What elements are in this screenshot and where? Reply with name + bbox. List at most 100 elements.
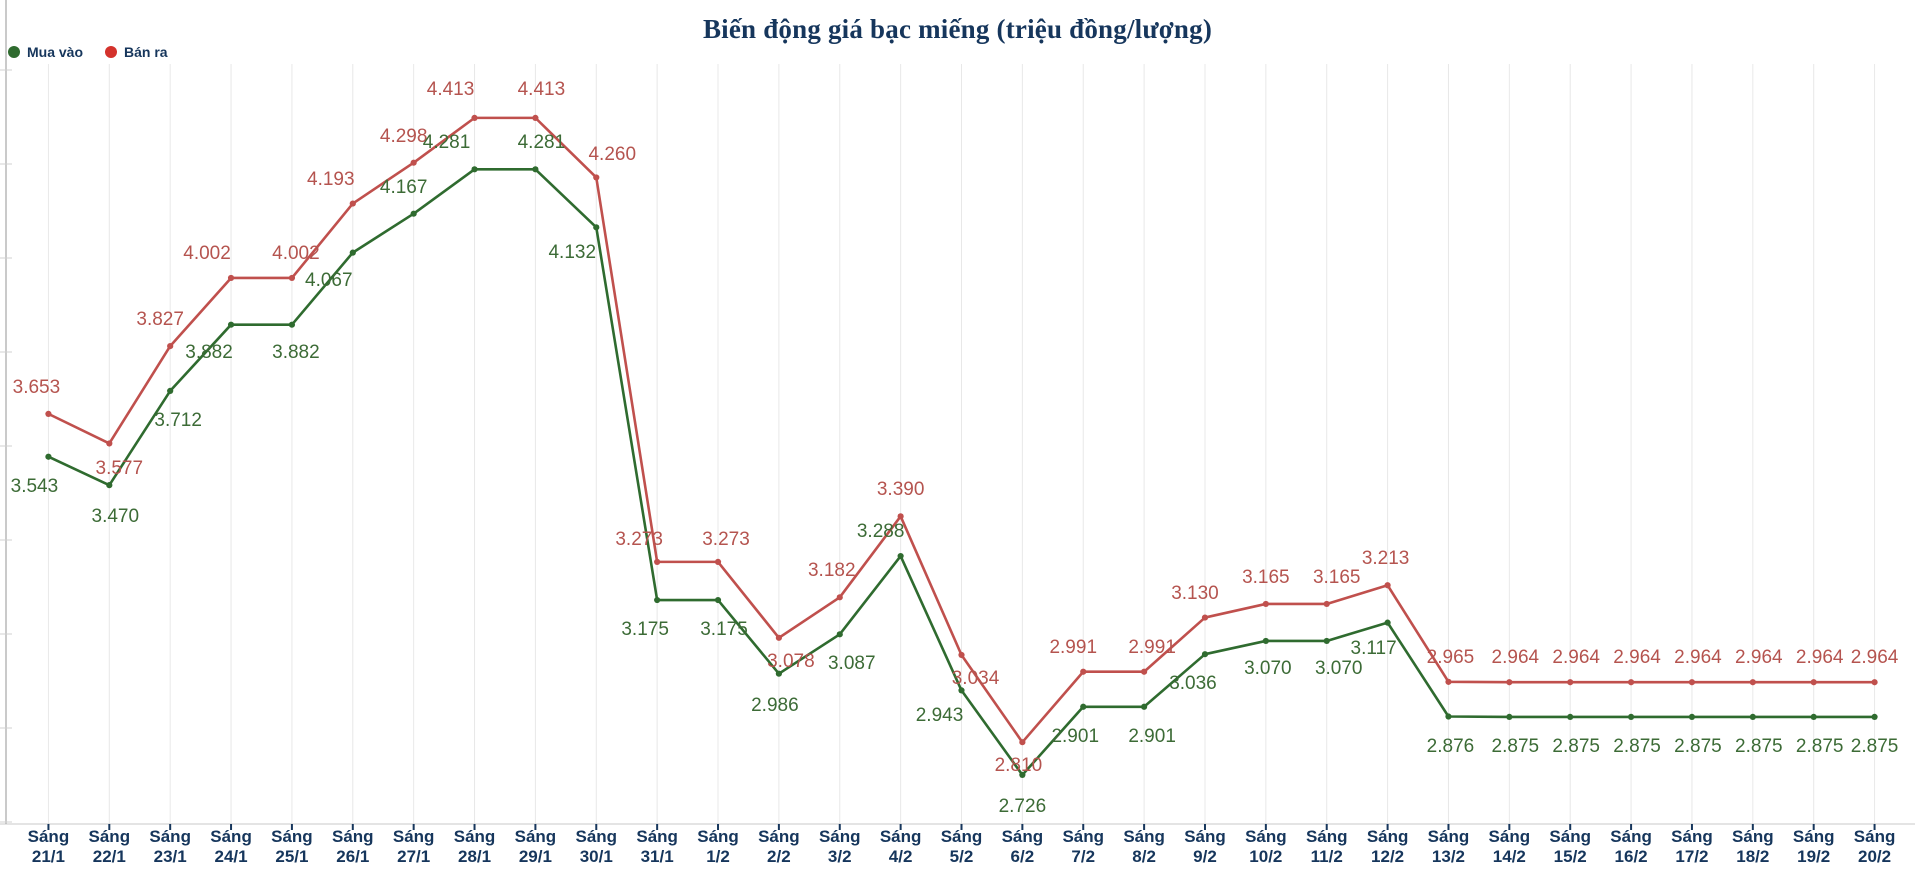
x-axis-tick-label: Sáng 31/1 bbox=[636, 827, 678, 866]
data-point-marker[interactable] bbox=[1810, 679, 1817, 686]
data-point-marker[interactable] bbox=[1384, 619, 1391, 626]
data-point-marker[interactable] bbox=[167, 387, 174, 395]
data-point-marker[interactable] bbox=[1445, 713, 1452, 720]
data-point-marker[interactable] bbox=[1262, 600, 1269, 608]
x-axis-tick-label: Sáng 22/1 bbox=[88, 827, 131, 866]
data-point-marker[interactable] bbox=[288, 274, 296, 282]
gridlines bbox=[47, 64, 1876, 824]
data-point-marker[interactable] bbox=[1262, 637, 1269, 645]
x-axis-tick-label: Sáng 16/2 bbox=[1610, 827, 1652, 866]
series-markers-ban-ra bbox=[45, 114, 1878, 746]
x-axis-tick-label: Sáng 8/2 bbox=[1123, 827, 1165, 866]
data-point-marker[interactable] bbox=[897, 513, 904, 520]
x-axis-tick-label: Sáng 2/2 bbox=[758, 827, 800, 866]
data-point-marker[interactable] bbox=[227, 274, 235, 282]
data-point-marker[interactable] bbox=[897, 552, 904, 560]
series-markers-mua-vao bbox=[45, 166, 1878, 779]
x-axis-tick-label: Sáng 12/2 bbox=[1366, 827, 1409, 866]
data-point-marker[interactable] bbox=[1749, 679, 1756, 686]
data-point-marker[interactable] bbox=[1627, 713, 1635, 720]
data-point-marker[interactable] bbox=[45, 453, 52, 460]
data-point-marker[interactable] bbox=[714, 558, 722, 565]
x-axis-tick-label: Sáng 5/2 bbox=[940, 827, 983, 866]
data-point-marker[interactable] bbox=[1445, 678, 1452, 685]
x-axis-tick-label: Sáng 30/1 bbox=[575, 827, 618, 866]
data-point-marker[interactable] bbox=[1080, 668, 1087, 675]
data-point-marker[interactable] bbox=[775, 670, 782, 677]
data-point-marker[interactable] bbox=[593, 174, 600, 181]
legend-label-ban-ra: Bán ra bbox=[124, 44, 168, 60]
x-axis-tick-label: Sáng 21/1 bbox=[27, 827, 70, 866]
data-point-marker[interactable] bbox=[410, 210, 417, 217]
data-point-marker[interactable] bbox=[1384, 582, 1391, 589]
data-point-marker[interactable] bbox=[1019, 739, 1026, 746]
data-point-marker[interactable] bbox=[106, 440, 113, 447]
data-point-marker[interactable] bbox=[714, 596, 722, 604]
x-axis-tick-label: Sáng 20/2 bbox=[1853, 827, 1896, 866]
data-point-marker[interactable] bbox=[1506, 679, 1513, 686]
x-axis-tick-label: Sáng 15/2 bbox=[1549, 827, 1591, 866]
x-axis-tick-label: Sáng 17/2 bbox=[1671, 827, 1713, 866]
data-point-marker[interactable] bbox=[1810, 713, 1817, 720]
data-point-marker[interactable] bbox=[227, 321, 235, 328]
data-point-marker[interactable] bbox=[471, 114, 478, 121]
data-point-marker[interactable] bbox=[836, 594, 843, 601]
axis-ticks bbox=[47, 824, 1876, 830]
x-axis-tick-label: Sáng 28/1 bbox=[453, 827, 496, 866]
data-point-marker[interactable] bbox=[958, 687, 965, 694]
data-point-marker[interactable] bbox=[1323, 600, 1330, 608]
data-point-marker[interactable] bbox=[775, 634, 782, 641]
data-point-marker[interactable] bbox=[1141, 703, 1148, 710]
x-axis-tick-label: Sáng 25/1 bbox=[271, 827, 313, 866]
data-point-marker[interactable] bbox=[1201, 614, 1209, 621]
data-point-marker[interactable] bbox=[1506, 713, 1513, 720]
data-point-marker[interactable] bbox=[106, 482, 113, 489]
data-point-marker[interactable] bbox=[45, 410, 52, 417]
x-axis-tick-label: Sáng 18/2 bbox=[1732, 827, 1774, 866]
x-axis-tick-label: Sáng 3/2 bbox=[818, 827, 861, 866]
data-point-marker[interactable] bbox=[1688, 679, 1696, 686]
data-point-marker[interactable] bbox=[1201, 651, 1209, 658]
x-axis-tick-label: Sáng 23/1 bbox=[149, 827, 191, 866]
data-point-marker[interactable] bbox=[836, 631, 843, 638]
axis-line bbox=[0, 0, 1915, 825]
data-point-marker[interactable] bbox=[1627, 679, 1635, 686]
chart-title: Biến động giá bạc miếng (triệu đồng/lượn… bbox=[702, 14, 1213, 44]
x-axis-tick-label: Sáng 14/2 bbox=[1488, 827, 1531, 866]
legend-item-ban-ra[interactable]: Bán ra bbox=[105, 44, 168, 60]
x-axis-tick-label: Sáng 24/1 bbox=[210, 827, 252, 866]
data-point-marker[interactable] bbox=[1019, 771, 1026, 779]
chart-legend: Mua vào Bán ra bbox=[8, 44, 168, 60]
data-point-marker[interactable] bbox=[471, 166, 478, 173]
data-point-marker[interactable] bbox=[654, 596, 661, 604]
data-point-marker[interactable] bbox=[532, 166, 539, 173]
data-point-marker[interactable] bbox=[1749, 713, 1756, 720]
data-point-marker[interactable] bbox=[1871, 679, 1878, 686]
data-point-marker[interactable] bbox=[349, 249, 356, 256]
data-point-marker[interactable] bbox=[1567, 679, 1574, 686]
data-point-marker[interactable] bbox=[532, 114, 539, 121]
circle-marker-icon-buy bbox=[8, 46, 20, 58]
data-point-marker[interactable] bbox=[1567, 713, 1574, 720]
x-axis-tick-label: Sáng 27/1 bbox=[392, 827, 435, 866]
data-point-marker[interactable] bbox=[593, 224, 600, 231]
data-point-marker[interactable] bbox=[1080, 703, 1087, 710]
data-point-marker[interactable] bbox=[349, 200, 356, 207]
data-point-marker[interactable] bbox=[1871, 713, 1878, 720]
data-point-marker[interactable] bbox=[167, 343, 174, 350]
data-point-marker[interactable] bbox=[654, 558, 661, 565]
data-point-marker[interactable] bbox=[410, 159, 417, 166]
x-axis-tick-label: Sáng 7/2 bbox=[1062, 827, 1105, 866]
legend-label-mua-vao: Mua vào bbox=[27, 44, 84, 60]
legend-item-mua-vao[interactable]: Mua vào bbox=[8, 44, 83, 60]
x-axis-tick-label: Sáng 6/2 bbox=[1001, 827, 1044, 866]
data-point-marker[interactable] bbox=[288, 321, 296, 328]
data-point-marker[interactable] bbox=[1688, 713, 1696, 720]
x-axis-tick-label: Sáng 19/2 bbox=[1792, 827, 1835, 866]
data-point-marker[interactable] bbox=[958, 651, 965, 659]
data-point-marker[interactable] bbox=[1323, 637, 1330, 645]
data-point-marker[interactable] bbox=[1141, 668, 1148, 675]
